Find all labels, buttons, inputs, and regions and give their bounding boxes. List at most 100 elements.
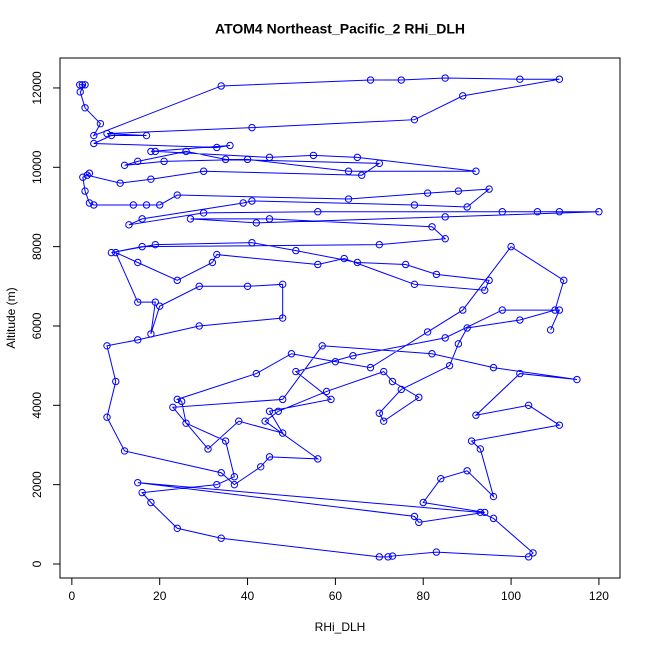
x-tick-label: 80: [417, 589, 431, 603]
data-point: [314, 208, 322, 216]
data-point: [546, 326, 555, 334]
data-point: [208, 258, 217, 267]
data-point: [498, 208, 506, 216]
data-point: [481, 286, 489, 294]
data-point: [90, 131, 98, 140]
data-point: [388, 377, 397, 386]
data-point: [415, 518, 423, 527]
data-point: [555, 306, 564, 314]
y-tick-label: 10000: [30, 150, 44, 184]
data-point: [257, 463, 265, 471]
data-point: [410, 512, 419, 521]
data-point: [186, 215, 195, 223]
data-point: [147, 330, 155, 338]
data-point: [467, 437, 476, 445]
data-point: [410, 201, 419, 209]
data-point: [239, 199, 247, 207]
x-tick-label: 40: [241, 589, 255, 603]
data-point: [375, 240, 384, 249]
data-point: [314, 455, 322, 463]
data-point: [481, 508, 489, 517]
data-point: [252, 219, 261, 227]
data-point: [248, 197, 256, 205]
data-point: [120, 447, 129, 455]
data-point: [441, 74, 449, 82]
data-point: [112, 377, 120, 386]
data-point: [243, 155, 252, 164]
data-point: [278, 314, 287, 322]
y-axis-label: Altitude (m): [4, 287, 18, 348]
data-point: [217, 469, 225, 477]
data-point: [292, 246, 300, 255]
data-point: [353, 258, 362, 267]
data-point: [428, 223, 436, 231]
data-point: [397, 385, 405, 394]
data-point: [235, 417, 243, 425]
data-point: [428, 350, 436, 358]
data-point: [419, 498, 427, 507]
data-point: [125, 221, 133, 229]
data-point: [274, 407, 282, 415]
data-point: [142, 131, 151, 140]
data-point: [217, 82, 225, 90]
data-point: [103, 342, 111, 350]
data-point: [81, 187, 89, 195]
data-point: [423, 189, 432, 197]
data-point: [287, 350, 296, 358]
data-point: [213, 143, 221, 152]
data-point: [318, 342, 326, 350]
data-point: [524, 553, 533, 561]
data-point: [90, 139, 98, 148]
data-point: [217, 534, 225, 542]
data-point: [134, 336, 142, 344]
data-point: [248, 238, 256, 247]
data-point: [375, 409, 384, 417]
data-point: [353, 153, 362, 162]
data-point: [410, 115, 419, 124]
data-point: [401, 260, 410, 269]
data-point: [78, 81, 87, 89]
data-point: [384, 553, 392, 561]
data-point: [423, 328, 432, 336]
data-point: [261, 417, 269, 425]
data-point: [129, 201, 138, 209]
data-point: [199, 167, 208, 175]
data-point: [349, 352, 357, 360]
data-point: [160, 157, 168, 166]
data-point: [85, 199, 94, 207]
data-point: [173, 191, 181, 199]
data-point: [529, 549, 537, 557]
data-point: [173, 276, 181, 285]
data-point: [463, 467, 471, 475]
data-point: [507, 242, 515, 251]
data-line: [79, 77, 599, 558]
data-point: [560, 276, 568, 285]
plot-frame: [59, 57, 621, 579]
data-point: [221, 155, 230, 164]
data-point: [107, 248, 116, 257]
data-point: [489, 363, 498, 372]
data-point: [120, 161, 129, 170]
data-point: [213, 480, 221, 489]
data-point: [476, 445, 485, 453]
data-point: [489, 492, 498, 501]
data-point: [555, 208, 564, 216]
y-tick-label: 4000: [30, 392, 44, 419]
data-point: [85, 169, 94, 177]
data-point: [103, 129, 111, 138]
data-point: [524, 401, 533, 410]
data-point: [573, 375, 581, 384]
data-point: [516, 369, 524, 378]
data-point: [331, 357, 340, 366]
data-point: [107, 131, 116, 140]
data-point: [498, 306, 506, 314]
data-point: [485, 276, 493, 285]
data-point: [134, 258, 142, 267]
data-point: [366, 76, 375, 84]
data-point: [213, 250, 221, 259]
x-tick-label: 120: [589, 589, 609, 603]
data-point: [169, 403, 177, 411]
data-point: [147, 175, 155, 183]
